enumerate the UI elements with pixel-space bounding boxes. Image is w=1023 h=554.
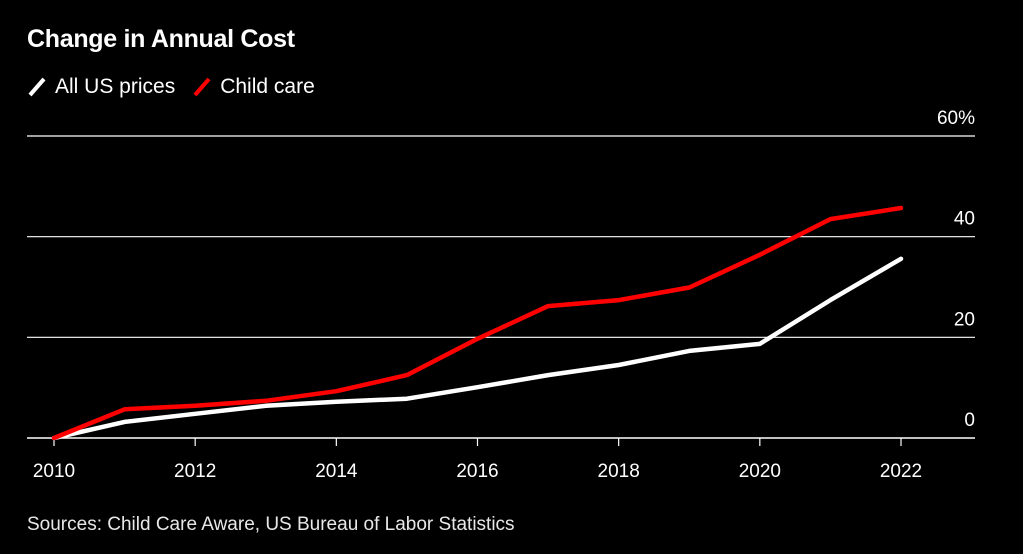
y-tick-label: 0 bbox=[964, 410, 975, 431]
legend-label-child-care: Child care bbox=[220, 75, 315, 98]
legend-swatch-all-us-prices bbox=[28, 77, 46, 97]
y-tick-label: 20 bbox=[954, 309, 975, 330]
source-note: Sources: Child Care Aware, US Bureau of … bbox=[27, 514, 515, 535]
y-tick-label: 40 bbox=[954, 209, 975, 230]
legend-swatch-child-care bbox=[193, 77, 211, 97]
x-tick-label: 2022 bbox=[880, 461, 922, 482]
legend-label-all-us-prices: All US prices bbox=[55, 75, 176, 98]
x-tick-label: 2018 bbox=[598, 461, 640, 482]
chart-title: Change in Annual Cost bbox=[27, 25, 295, 53]
y-tick-label: 60% bbox=[937, 108, 975, 129]
legend-item-child-care: Child care bbox=[192, 75, 315, 99]
x-tick-label: 2014 bbox=[315, 461, 358, 482]
series-line-all-us-prices bbox=[51, 256, 904, 441]
x-tick-label: 2020 bbox=[739, 461, 781, 482]
legend: All US prices Child care bbox=[27, 75, 332, 99]
x-tick-label: 2010 bbox=[33, 461, 75, 482]
x-tick-label: 2012 bbox=[174, 461, 216, 482]
legend-item-all-us-prices: All US prices bbox=[27, 75, 175, 99]
x-tick-label: 2016 bbox=[456, 461, 498, 482]
series-line-child-care bbox=[51, 205, 904, 441]
